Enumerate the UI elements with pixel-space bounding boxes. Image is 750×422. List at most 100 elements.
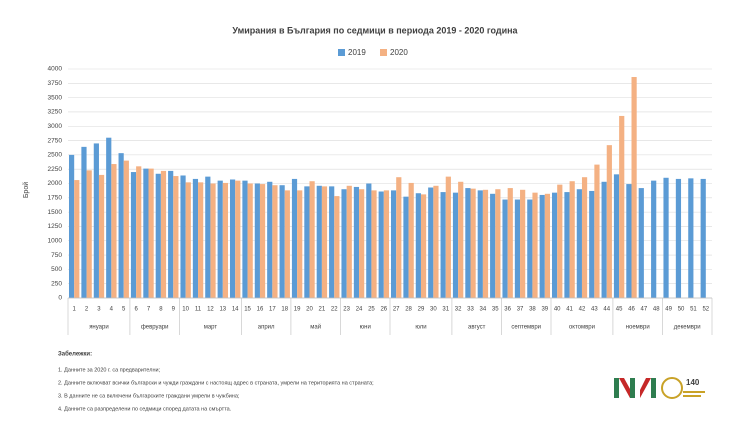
y-tick-label: 3000 bbox=[48, 123, 63, 130]
x-tick-label: 47 bbox=[641, 307, 648, 313]
month-label: август bbox=[468, 325, 486, 331]
bar bbox=[532, 192, 538, 298]
bar bbox=[118, 153, 124, 298]
month-label: декември bbox=[674, 325, 701, 331]
bar bbox=[123, 160, 129, 298]
bar bbox=[514, 199, 521, 298]
x-tick-label: 13 bbox=[219, 307, 226, 313]
x-tick-label: 40 bbox=[554, 307, 561, 313]
bar bbox=[143, 168, 149, 298]
x-tick-label: 32 bbox=[455, 307, 462, 313]
bar bbox=[291, 178, 298, 298]
bar bbox=[359, 189, 365, 298]
bar bbox=[383, 190, 390, 298]
x-tick-label: 24 bbox=[356, 307, 363, 313]
bar bbox=[403, 196, 409, 298]
bar bbox=[130, 172, 137, 298]
bar bbox=[495, 189, 501, 298]
month-label: юли bbox=[415, 325, 426, 331]
y-tick-label: 2750 bbox=[48, 137, 63, 144]
x-tick-label: 39 bbox=[541, 307, 548, 313]
x-tick-label: 18 bbox=[281, 307, 288, 313]
x-tick-label: 41 bbox=[566, 307, 573, 313]
y-tick-label: 2000 bbox=[48, 180, 63, 187]
bar bbox=[198, 182, 204, 298]
bar bbox=[217, 180, 223, 298]
bar bbox=[341, 189, 347, 298]
y-tick-label: 1250 bbox=[48, 223, 63, 230]
bar bbox=[396, 177, 402, 298]
x-tick-label: 9 bbox=[172, 307, 176, 313]
bar bbox=[601, 181, 607, 298]
x-tick-label: 23 bbox=[343, 307, 350, 313]
bar bbox=[185, 182, 191, 298]
bar bbox=[334, 196, 340, 298]
bar bbox=[502, 199, 508, 298]
y-tick-label: 1750 bbox=[48, 195, 63, 202]
bar bbox=[229, 179, 236, 298]
bar bbox=[408, 182, 414, 298]
month-label: ноември bbox=[626, 325, 650, 331]
bar bbox=[606, 145, 612, 298]
x-tick-label: 49 bbox=[665, 307, 672, 313]
bar bbox=[663, 177, 669, 298]
month-label: май bbox=[310, 324, 321, 331]
y-tick-label: 250 bbox=[51, 280, 62, 287]
bar bbox=[284, 190, 290, 298]
x-tick-label: 30 bbox=[430, 307, 437, 313]
x-tick-label: 36 bbox=[504, 307, 511, 313]
bar bbox=[619, 115, 625, 298]
x-tick-label: 3 bbox=[97, 307, 101, 313]
x-tick-label: 52 bbox=[702, 307, 709, 313]
bar bbox=[688, 178, 694, 298]
bar bbox=[470, 188, 476, 298]
x-tick-label: 2 bbox=[85, 307, 89, 313]
x-tick-label: 26 bbox=[380, 307, 387, 313]
bar bbox=[321, 186, 328, 298]
bar bbox=[86, 170, 92, 298]
bar bbox=[74, 180, 80, 298]
note: 3. В данните не са включени българските … bbox=[58, 393, 240, 399]
notes-heading: Забележки: bbox=[58, 351, 92, 358]
bar bbox=[222, 182, 229, 298]
bar bbox=[557, 184, 563, 298]
month-label: септември bbox=[511, 325, 541, 331]
bar bbox=[520, 189, 526, 298]
x-tick-label: 46 bbox=[628, 307, 635, 313]
x-tick-label: 48 bbox=[653, 307, 660, 313]
bar bbox=[93, 143, 99, 298]
y-tick-label: 1000 bbox=[48, 237, 63, 244]
bar bbox=[192, 178, 199, 298]
bar bbox=[353, 186, 360, 298]
bar bbox=[638, 188, 644, 298]
bar bbox=[675, 178, 682, 298]
bar bbox=[433, 185, 439, 298]
x-tick-label: 1 bbox=[73, 307, 77, 313]
bar bbox=[576, 189, 582, 298]
bar bbox=[440, 192, 446, 298]
bar bbox=[428, 187, 434, 298]
legend-label: 2020 bbox=[390, 48, 408, 57]
x-tick-label: 27 bbox=[393, 307, 400, 313]
bar bbox=[254, 183, 260, 298]
month-label: януари bbox=[89, 325, 109, 331]
x-tick-label: 35 bbox=[492, 307, 499, 313]
bar bbox=[507, 188, 513, 298]
x-tick-label: 29 bbox=[418, 307, 425, 313]
bar bbox=[366, 183, 372, 298]
bar bbox=[631, 77, 637, 298]
bar bbox=[482, 189, 489, 298]
x-tick-label: 45 bbox=[616, 307, 623, 313]
note: 1. Данните за 2020 г. са предварителни; bbox=[58, 367, 161, 373]
x-tick-label: 25 bbox=[368, 307, 375, 313]
note: 2. Данните включват всички български и ч… bbox=[58, 380, 374, 386]
x-tick-label: 6 bbox=[134, 307, 138, 313]
y-tick-label: 0 bbox=[58, 295, 62, 302]
x-tick-label: 51 bbox=[690, 307, 697, 313]
month-label: февруари bbox=[141, 325, 169, 331]
logo-text: 140 bbox=[686, 378, 700, 387]
bar bbox=[259, 184, 266, 298]
bar bbox=[390, 190, 397, 298]
bar bbox=[589, 190, 595, 298]
x-tick-label: 28 bbox=[405, 307, 412, 313]
